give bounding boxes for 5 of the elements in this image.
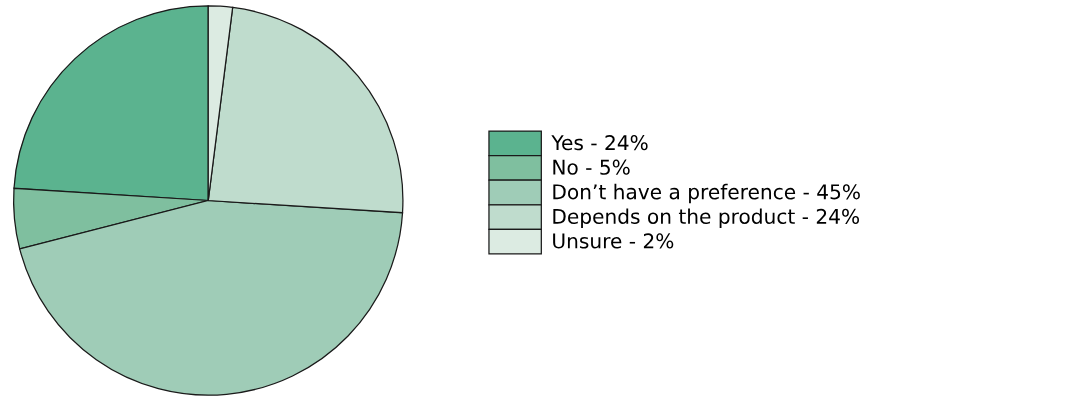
legend-label: Unsure - 2% xyxy=(553,233,674,249)
legend-label: Don’t have a preference - 45% xyxy=(553,183,860,204)
legend-label: Yes - 24% xyxy=(551,135,648,151)
legend-label: Depends on the product - 24% xyxy=(553,208,860,228)
legend-label: No - 5% xyxy=(553,159,630,175)
